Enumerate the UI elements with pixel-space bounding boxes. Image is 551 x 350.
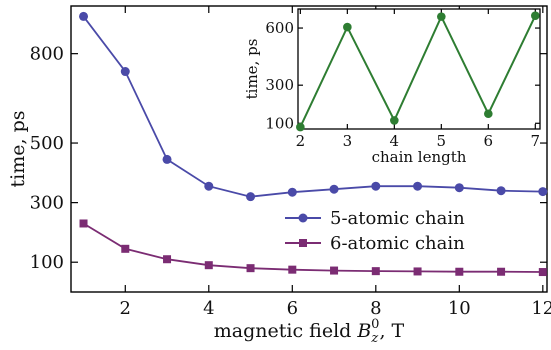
x-axis-label: magnetic field Bz0, T (214, 317, 405, 346)
x-axis-label-main: magnetic field (214, 320, 358, 342)
x-tick-label: 6 (287, 298, 298, 319)
inset-x-tick-label: 5 (437, 132, 447, 150)
y-tick-label: 800 (30, 44, 64, 65)
inset-point-series-0 (390, 116, 399, 125)
inset-x-tick-label: 2 (296, 132, 306, 150)
inset-x-tick-label: 7 (531, 132, 541, 150)
inset-point-series-0 (296, 122, 305, 132)
legend-marker-6-atomic (299, 239, 307, 247)
point-5-atomic (120, 67, 130, 77)
inset-y-tick-label: 100 (265, 114, 294, 132)
main-plot-frame (70, 5, 548, 293)
line-6-atomic (83, 222, 543, 273)
point-5-atomic (287, 187, 297, 197)
point-6-atomic (330, 266, 339, 275)
y-tick-label: 100 (30, 252, 64, 273)
inset-x-axis-label: chain length (372, 148, 467, 166)
x-tick-label: 8 (370, 298, 381, 319)
x-axis-label-symbol: B (356, 320, 371, 342)
point-5-atomic (496, 186, 506, 196)
legend: 5-atomic chain 6-atomic chain (285, 208, 465, 254)
inset-y-axis-label: time, ps (243, 39, 261, 100)
inset-plot-frame (297, 8, 541, 130)
point-6-atomic (497, 267, 506, 276)
point-6-atomic (371, 267, 380, 276)
x-tick-label: 12 (531, 298, 551, 319)
inset-line-series-0 (299, 14, 537, 128)
legend-entry-5-atomic: 5-atomic chain (285, 208, 465, 229)
point-6-atomic (163, 255, 172, 264)
inset-plot: 2 3 4 5 6 7 100 300 600 time, ps chain length (243, 8, 541, 166)
point-5-atomic (329, 184, 339, 194)
y-tick-label: 500 (30, 133, 64, 154)
legend-label-5-atomic: 5-atomic chain (330, 208, 465, 229)
x-axis-label-subscript: z (370, 331, 378, 346)
y-axis-label: time, ps (7, 111, 29, 188)
inset-y-tick-label: 300 (265, 76, 294, 94)
x-tick-label: 10 (448, 298, 471, 319)
x-tick-label: 2 (120, 298, 131, 319)
inset-point-series-0 (437, 12, 446, 21)
point-5-atomic (371, 181, 381, 191)
inset-y-tick-label: 600 (265, 19, 294, 37)
x-tick-label: 4 (203, 298, 214, 319)
legend-entry-6-atomic: 6-atomic chain (285, 233, 465, 254)
point-5-atomic (162, 154, 172, 164)
main-series (79, 11, 548, 277)
legend-label-6-atomic: 6-atomic chain (330, 233, 465, 254)
point-5-atomic (454, 183, 464, 193)
inset-plot-background (298, 9, 540, 129)
inset-point-series-0 (484, 109, 493, 119)
point-6-atomic (246, 264, 255, 273)
x-axis-label-superscript: 0 (371, 317, 379, 332)
legend-marker-5-atomic (298, 213, 308, 223)
point-6-atomic (455, 267, 464, 276)
y-tick-label: 300 (30, 193, 64, 214)
point-6-atomic (413, 267, 422, 276)
point-5-atomic (413, 181, 423, 191)
point-5-atomic (79, 11, 89, 21)
point-6-atomic (204, 261, 213, 270)
point-5-atomic (246, 192, 256, 202)
point-5-atomic (204, 181, 214, 191)
inset-tick-labels: 2 3 4 5 6 7 100 300 600 (265, 19, 540, 150)
point-5-atomic (538, 187, 548, 197)
inset-x-tick-label: 4 (390, 132, 400, 150)
main-plot: 2 4 6 8 10 12 100 300 500 800 time, ps magnetic f… (7, 5, 551, 346)
inset-x-tick-label: 3 (343, 132, 353, 150)
point-6-atomic (288, 265, 297, 274)
point-6-atomic (121, 244, 130, 253)
x-axis-label-unit: , T (379, 320, 404, 342)
main-tick-labels: 2 4 6 8 10 12 100 300 500 800 (30, 44, 551, 319)
inset-series (296, 11, 540, 132)
inset-point-series-0 (343, 22, 352, 32)
inset-x-tick-label: 6 (484, 132, 494, 150)
line-5-atomic (82, 15, 543, 198)
point-6-atomic (79, 219, 88, 228)
inset-point-series-0 (531, 11, 540, 20)
point-6-atomic (538, 268, 547, 277)
